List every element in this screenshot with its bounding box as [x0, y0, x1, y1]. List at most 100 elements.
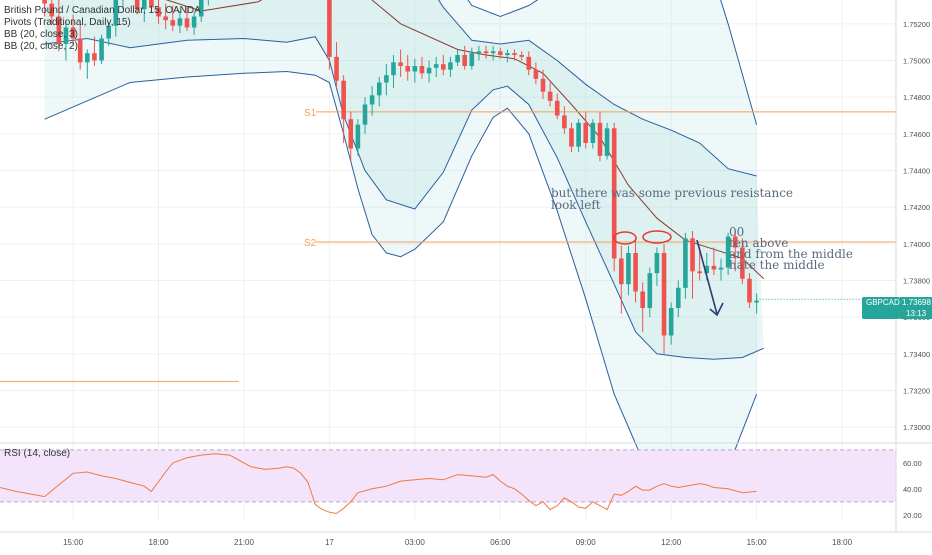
note-middle-line-4[interactable]: hate the middle: [729, 258, 825, 272]
text-notes[interactable]: but there was some previous resistance l…: [551, 186, 853, 272]
time-tick-label: 17: [325, 538, 334, 547]
price-tick-label: 1.74800: [903, 93, 930, 102]
time-tick-label: 09:00: [576, 538, 597, 547]
candle-body: [99, 38, 104, 61]
candle-body: [405, 66, 411, 72]
projection-arrow[interactable]: [696, 239, 718, 315]
note-middle-line-3[interactable]: and from the middle: [729, 247, 853, 261]
legend-title[interactable]: British Pound / Canadian Dollar, 15, OAN…: [4, 5, 201, 16]
candle-body: [77, 38, 83, 63]
candle-body: [398, 62, 403, 66]
candle-body: [455, 55, 460, 63]
candle-body: [85, 53, 90, 63]
candle-body: [149, 0, 154, 8]
price-tick-label: 1.75200: [903, 20, 930, 29]
candle-body: [647, 273, 653, 308]
candle-body: [177, 18, 183, 26]
note-resistance-line-2[interactable]: look left: [551, 198, 601, 212]
candle-body: [711, 265, 717, 270]
candle-body: [747, 278, 752, 303]
price-tag-price: 1.73698: [902, 298, 931, 307]
candle-body: [341, 80, 346, 120]
rsi-band-fill: [0, 449, 896, 502]
candle-body: [441, 64, 446, 70]
rsi-pane[interactable]: RSI (14, close): [0, 448, 896, 515]
price-tick-label: 1.74200: [903, 203, 930, 212]
candle-body: [348, 119, 354, 149]
time-tick-label: 18:00: [149, 538, 170, 547]
candle-body: [419, 66, 425, 74]
bb-inner-upper-line: [437, 0, 757, 177]
candle-body: [512, 53, 517, 55]
pivot-lines: S1 S2: [0, 108, 896, 382]
time-tick-label: 06:00: [490, 538, 511, 547]
note-middle-line-2[interactable]: ten above: [729, 236, 788, 250]
bb-outer-lower-line: [44, 70, 758, 487]
rsi-axis[interactable]: 60.00 40.00 20.00: [903, 459, 922, 520]
resistance-circle-1[interactable]: [613, 231, 637, 245]
note-middle-line-1[interactable]: 00: [729, 225, 744, 239]
time-tick-label: 03:00: [405, 538, 426, 547]
price-tick-label: 1.74400: [903, 167, 930, 176]
candle-body: [505, 53, 510, 55]
candle-body: [562, 115, 567, 129]
candle-body: [42, 0, 47, 4]
candle-body: [156, 7, 161, 17]
candle-body: [611, 128, 617, 259]
candle-body: [519, 55, 524, 57]
rsi-tick-label: 20.00: [903, 511, 922, 520]
candle-body: [547, 91, 553, 101]
candle-body: [191, 16, 197, 28]
legend-pivots[interactable]: Pivots (Traditional, Daily, 15): [4, 17, 131, 28]
candle-body: [754, 300, 759, 303]
time-tick-label: 15:00: [63, 538, 84, 547]
candle-body: [462, 55, 467, 66]
legend-bb-2[interactable]: BB (20, close, 2): [4, 41, 78, 52]
time-tick-label: 21:00: [234, 538, 255, 547]
candle-body: [604, 128, 610, 156]
rsi-line: [0, 453, 757, 515]
candle-body: [661, 253, 667, 336]
price-tick-label: 1.73800: [903, 277, 930, 286]
price-tag-symbol: GBPCAD: [866, 298, 900, 307]
candle-body: [597, 122, 603, 156]
candle-body: [469, 53, 475, 66]
candle-body: [725, 236, 731, 268]
candle-body: [334, 56, 339, 81]
user-drawings[interactable]: [613, 230, 724, 317]
candle-body: [426, 67, 432, 74]
note-resistance-line-1[interactable]: but there was some previous resistance: [551, 186, 793, 200]
candle-body: [198, 0, 204, 17]
time-axis[interactable]: 12:0015:0018:0021:001703:0006:0009:0012:…: [0, 538, 853, 547]
legend-bb-3[interactable]: BB (20, close, 3): [4, 29, 78, 40]
candle-body: [590, 122, 596, 143]
candle-body: [697, 271, 702, 274]
candle-body: [626, 253, 631, 285]
candle-body: [184, 18, 190, 28]
price-tick-label: 1.73000: [903, 423, 930, 432]
price-tick-label: 1.75000: [903, 57, 930, 66]
candle-body: [433, 64, 439, 68]
candle-body: [683, 238, 688, 288]
bb-outer-upper-line: [467, 0, 758, 125]
price-grid: [0, 0, 896, 520]
rsi-label: RSI (14, close): [4, 448, 70, 459]
legend[interactable]: British Pound / Canadian Dollar, 15, OAN…: [4, 5, 201, 52]
candle-body: [70, 27, 76, 39]
resistance-circle-2[interactable]: [642, 230, 672, 244]
bb-inner-fill: [44, 0, 764, 360]
candle-body: [668, 308, 674, 336]
candle-body: [448, 62, 453, 70]
price-tag-countdown: 13:13: [906, 309, 927, 318]
candle-body: [619, 258, 624, 285]
candle-body: [740, 247, 745, 279]
candle-body: [355, 124, 361, 149]
candlesticks: [42, 0, 896, 354]
candle-body: [533, 69, 539, 79]
candle-body: [540, 78, 546, 92]
price-axis-background: [896, 0, 932, 550]
candle-body: [412, 66, 418, 72]
time-tick-label: 15:00: [747, 538, 768, 547]
